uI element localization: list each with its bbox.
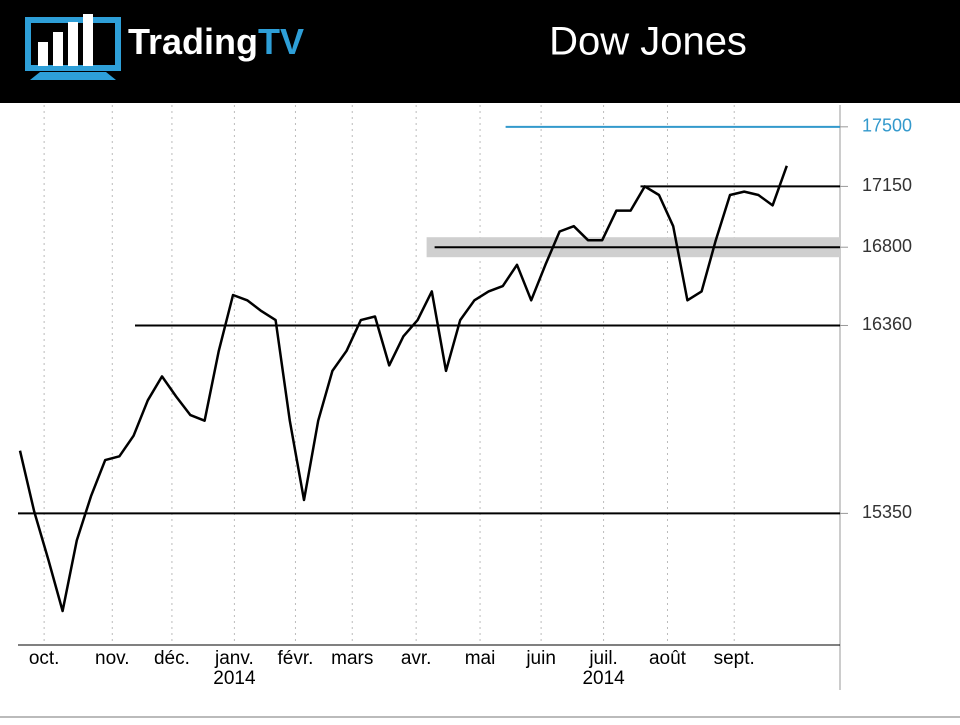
x-tick-label: juin	[525, 648, 556, 669]
price-line	[18, 165, 788, 613]
y-tick-label: 15350	[862, 502, 912, 522]
brand: TradingTV	[128, 21, 304, 62]
y-tick-label: 16360	[862, 314, 912, 334]
x-tick-label: mai	[465, 648, 496, 669]
year-label: 2014	[582, 668, 625, 689]
header-bar	[0, 0, 960, 103]
x-tick-label: févr.	[278, 648, 314, 669]
x-tick-label: avr.	[401, 648, 432, 669]
x-tick-label: oct.	[29, 648, 60, 669]
x-tick-label: août	[649, 648, 687, 669]
x-tick-label: janv.	[214, 648, 254, 669]
x-tick-label: déc.	[154, 648, 190, 669]
logo-icon	[25, 14, 121, 80]
x-tick-label: mars	[331, 648, 373, 669]
y-tick-label: 17150	[862, 175, 912, 195]
x-tick-label: sept.	[714, 648, 755, 669]
brand-main: Trading	[128, 21, 258, 62]
y-tick-label: 16800	[862, 236, 912, 256]
chart-title: Dow Jones	[549, 20, 747, 64]
brand-accent: TV	[258, 21, 304, 62]
x-tick-label: juil.	[588, 648, 618, 669]
year-label: 2014	[213, 668, 256, 689]
x-tick-label: nov.	[95, 648, 130, 669]
y-tick-label: 17500	[862, 116, 912, 136]
